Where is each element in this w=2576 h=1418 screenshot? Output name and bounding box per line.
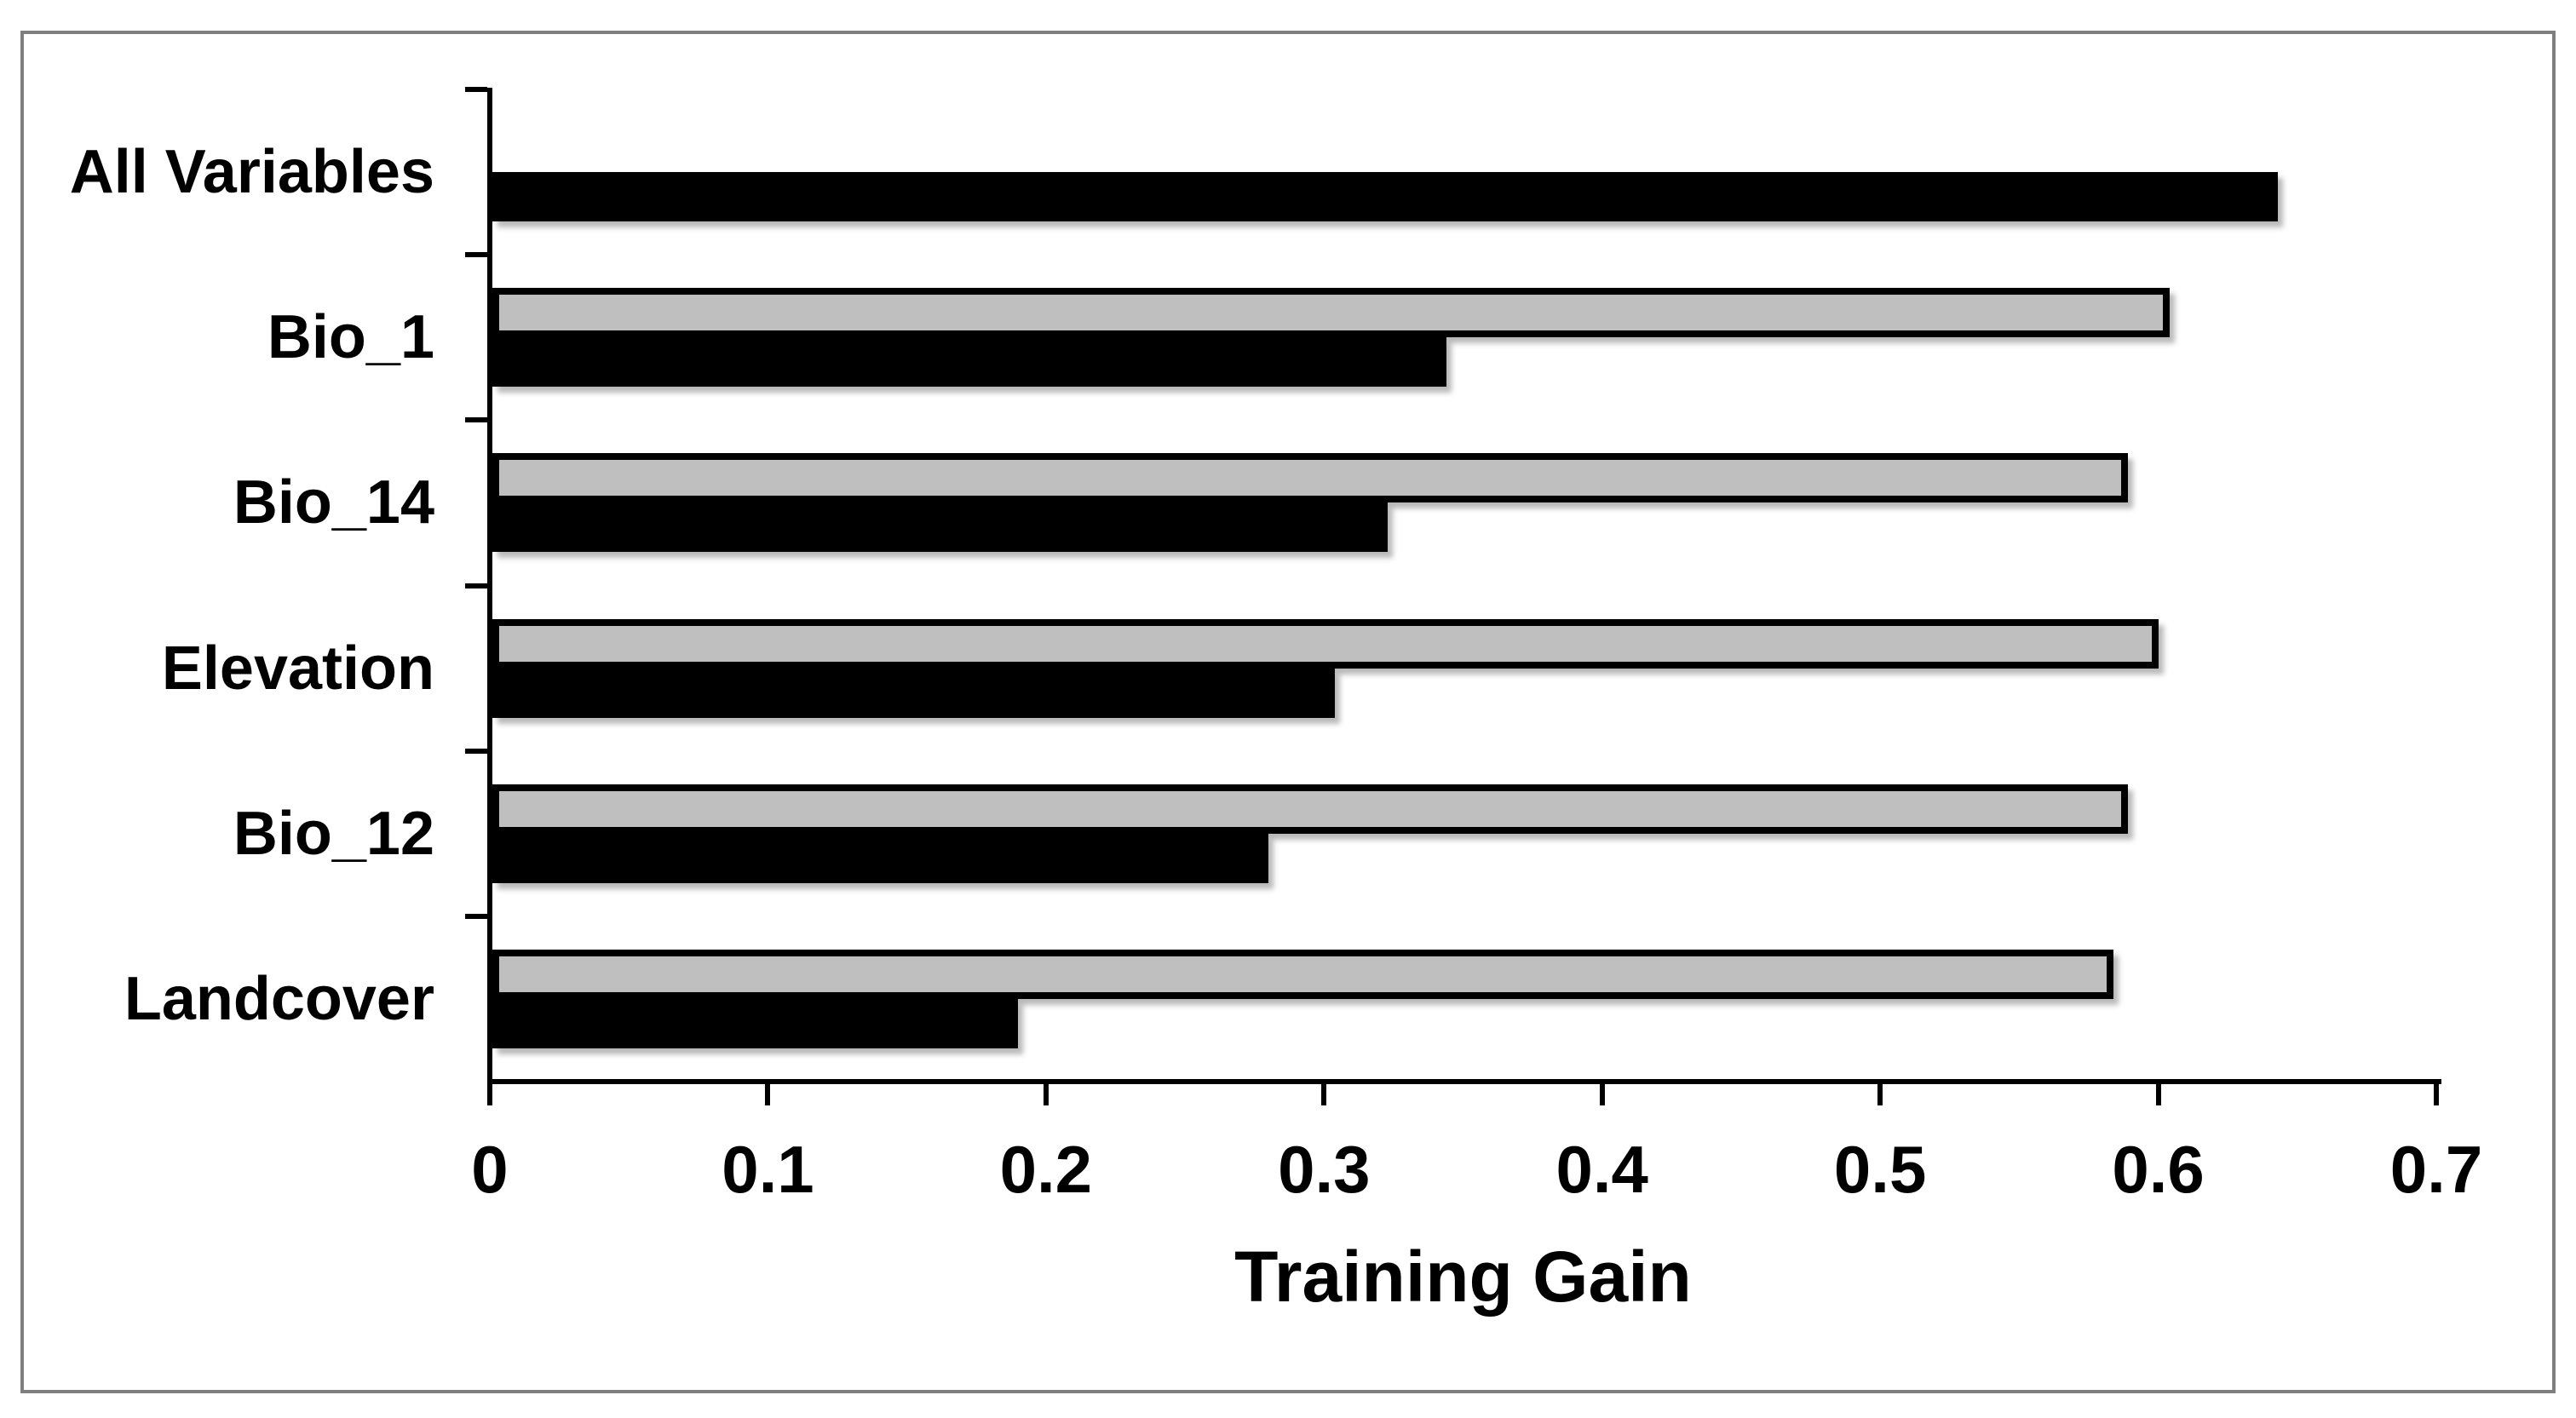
y-axis-tick — [465, 87, 487, 92]
x-axis-title: Training Gain — [1234, 1237, 1692, 1317]
x-axis-tick — [765, 1082, 771, 1105]
y-axis-tick — [465, 913, 487, 919]
x-axis-tick — [1043, 1082, 1049, 1105]
x-tick-label: 0.4 — [1555, 1132, 1648, 1207]
bar-gray-6 — [492, 949, 2114, 999]
x-axis-tick — [2434, 1082, 2439, 1105]
bar-gray-2 — [492, 288, 2170, 338]
bar-black-5 — [492, 833, 1268, 883]
bar-black-1 — [492, 172, 2278, 221]
category-label: Bio_12 — [233, 799, 434, 868]
x-tick-label: 0.3 — [1278, 1132, 1371, 1207]
y-axis-tick — [465, 748, 487, 754]
x-tick-label: 0.5 — [1833, 1132, 1927, 1207]
y-axis-line — [487, 88, 492, 1084]
x-tick-label: 0.1 — [722, 1132, 814, 1207]
bar-gray-3 — [492, 453, 2128, 503]
category-label: Landcover — [124, 964, 434, 1033]
category-label: Bio_14 — [233, 468, 434, 537]
bar-black-4 — [492, 668, 1336, 718]
bar-black-6 — [492, 998, 1019, 1048]
y-axis-tick — [465, 417, 487, 423]
x-axis-tick — [1877, 1082, 1883, 1105]
y-axis-tick — [465, 583, 487, 588]
x-tick-label: 0.6 — [2112, 1132, 2205, 1207]
x-tick-label: 0 — [471, 1132, 509, 1207]
x-tick-label: 0.7 — [2389, 1132, 2483, 1207]
x-axis-tick — [2155, 1082, 2161, 1105]
bar-black-3 — [492, 502, 1389, 553]
bar-black-2 — [492, 337, 1446, 388]
x-axis-tick — [1321, 1082, 1327, 1105]
x-axis-tick — [487, 1082, 492, 1105]
x-tick-label: 0.2 — [999, 1132, 1093, 1207]
y-axis-tick — [465, 252, 487, 258]
bar-gray-4 — [492, 618, 2159, 669]
category-label: All Variables — [69, 138, 434, 207]
bar-gray-5 — [492, 784, 2128, 834]
category-label: Elevation — [161, 634, 434, 703]
x-axis-line — [487, 1079, 2441, 1084]
x-axis-tick — [1599, 1082, 1605, 1105]
category-label: Bio_1 — [267, 303, 434, 372]
